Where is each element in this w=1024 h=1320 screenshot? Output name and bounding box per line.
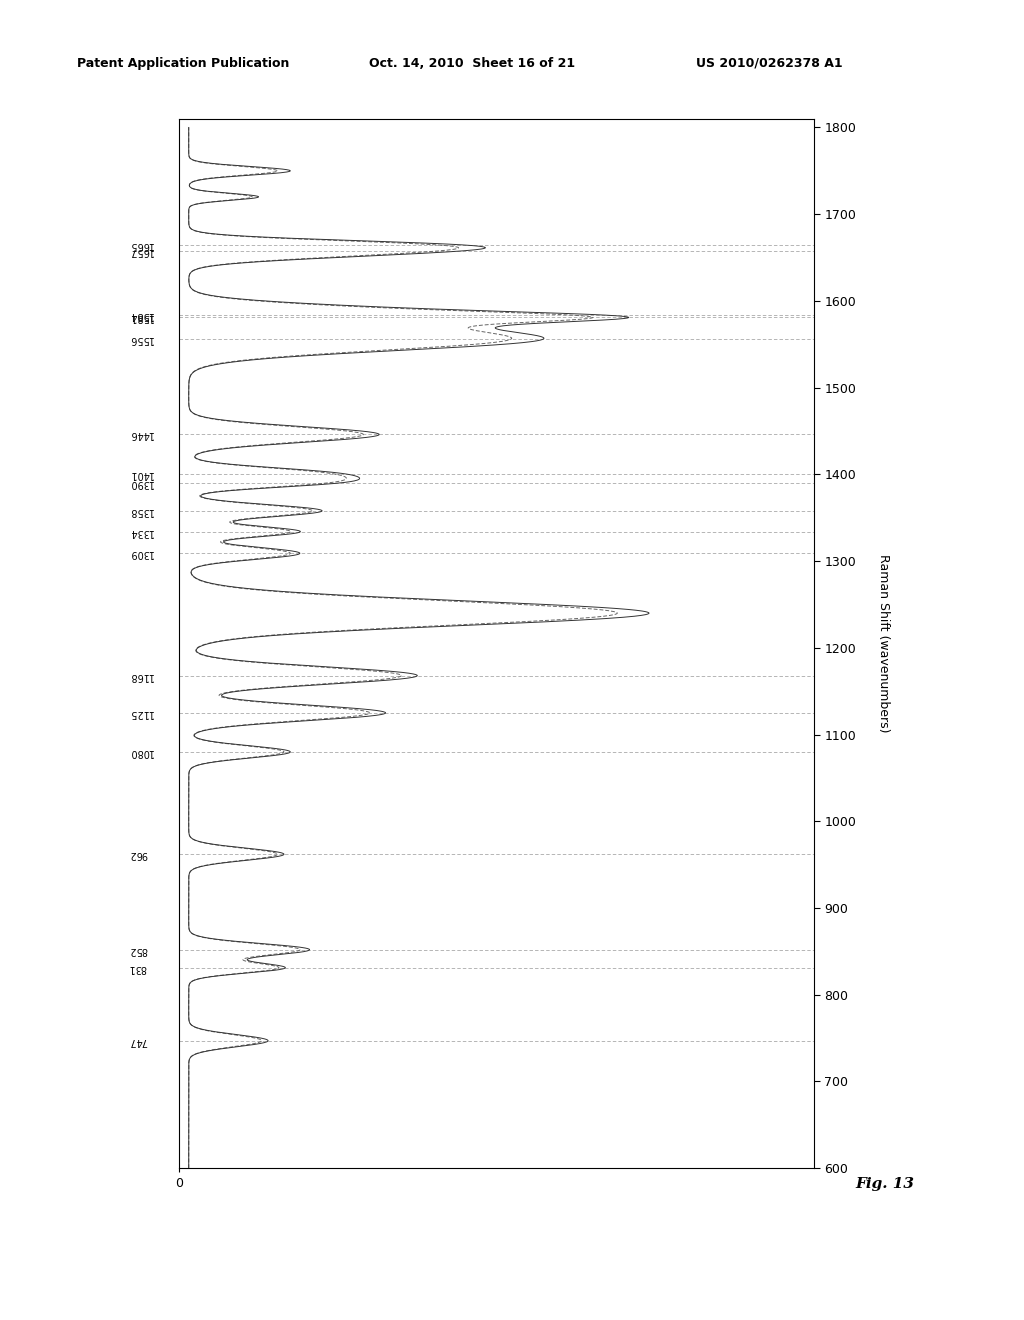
Text: 747: 747 bbox=[128, 1036, 147, 1045]
Text: 1581: 1581 bbox=[128, 313, 153, 322]
Text: 1665: 1665 bbox=[128, 239, 153, 249]
Text: 1401: 1401 bbox=[128, 469, 153, 479]
Text: Patent Application Publication: Patent Application Publication bbox=[77, 57, 289, 70]
Text: 962: 962 bbox=[128, 849, 146, 859]
Text: 1309: 1309 bbox=[128, 548, 153, 558]
Text: 1446: 1446 bbox=[128, 429, 153, 440]
Text: 1080: 1080 bbox=[128, 747, 153, 756]
Text: US 2010/0262378 A1: US 2010/0262378 A1 bbox=[696, 57, 843, 70]
Text: 852: 852 bbox=[128, 945, 147, 954]
Text: 1657: 1657 bbox=[128, 247, 154, 256]
Y-axis label: Raman Shift (wavenumbers): Raman Shift (wavenumbers) bbox=[878, 554, 890, 733]
Text: Oct. 14, 2010  Sheet 16 of 21: Oct. 14, 2010 Sheet 16 of 21 bbox=[369, 57, 574, 70]
Text: Fig. 13: Fig. 13 bbox=[855, 1177, 914, 1191]
Text: 1556: 1556 bbox=[128, 334, 154, 345]
Text: 1390: 1390 bbox=[128, 478, 153, 488]
Text: 831: 831 bbox=[128, 962, 146, 973]
Text: 1334: 1334 bbox=[128, 527, 153, 537]
Text: 1358: 1358 bbox=[128, 506, 153, 516]
Text: 1125: 1125 bbox=[128, 708, 154, 718]
Text: 1168: 1168 bbox=[128, 671, 153, 681]
Text: 1584: 1584 bbox=[128, 310, 153, 319]
